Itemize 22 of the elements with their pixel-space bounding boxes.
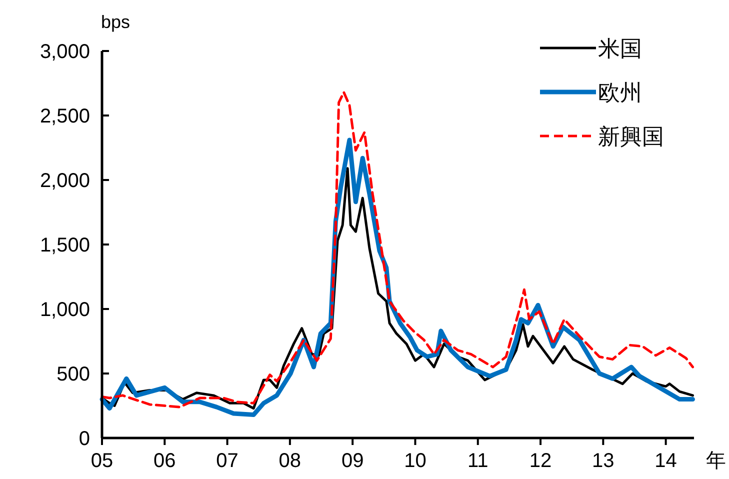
- x-tick-label: 10: [404, 450, 426, 472]
- x-axis-title: 年: [706, 450, 726, 472]
- x-tick-label: 11: [467, 450, 488, 472]
- y-tick-label: 2,000: [40, 170, 90, 192]
- y-tick-label: 1,000: [40, 299, 90, 321]
- legend-label: 欧州: [598, 80, 642, 105]
- x-tick-label: 12: [529, 450, 552, 472]
- y-tick-label: 1,500: [40, 234, 90, 256]
- y-tick-label: 2,500: [40, 106, 90, 128]
- y-tick-label: 500: [56, 364, 90, 386]
- x-tick-label: 09: [341, 450, 364, 472]
- x-tick-label: 13: [592, 450, 614, 472]
- y-tick-label: 3,000: [40, 41, 90, 63]
- legend-label: 米国: [598, 36, 642, 61]
- y-tick-label: 0: [78, 428, 90, 450]
- x-tick-label: 07: [216, 450, 238, 472]
- legend-label: 新興国: [598, 124, 664, 149]
- x-tick-label: 05: [90, 450, 114, 472]
- x-tick-label: 08: [278, 450, 302, 472]
- x-tick-label: 06: [154, 450, 176, 472]
- y-axis-title: bps: [100, 12, 130, 32]
- x-tick-label: 14: [654, 450, 677, 472]
